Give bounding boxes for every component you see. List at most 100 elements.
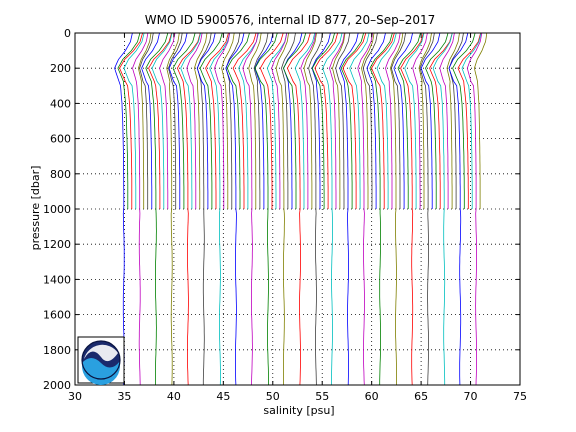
profile-line bbox=[209, 32, 230, 386]
x-tick-labels: 30 35 40 45 50 55 60 65 70 75 bbox=[68, 390, 527, 403]
y-tick-label: 800 bbox=[50, 168, 71, 181]
profile-line bbox=[172, 32, 196, 209]
profile-line bbox=[254, 32, 274, 209]
profile-line bbox=[429, 32, 453, 209]
profile-line bbox=[349, 32, 370, 209]
logo-gull bbox=[84, 344, 118, 362]
profile-line bbox=[400, 32, 424, 386]
profile-line bbox=[151, 32, 173, 209]
profile-line bbox=[418, 32, 432, 209]
profile-line bbox=[180, 32, 201, 209]
profile-line bbox=[196, 32, 216, 209]
profile-line bbox=[322, 32, 343, 386]
profile-line bbox=[232, 32, 257, 209]
x-tick-label: 60 bbox=[365, 390, 379, 403]
profile-line bbox=[226, 32, 250, 209]
profile-line bbox=[271, 32, 288, 209]
profile-line bbox=[199, 32, 223, 209]
x-tick-label: 55 bbox=[315, 390, 329, 403]
y-tick-label: 1400 bbox=[43, 273, 71, 286]
profile-line bbox=[117, 32, 141, 209]
x-tick-label: 35 bbox=[117, 390, 131, 403]
profile-line bbox=[238, 32, 259, 209]
profile-line bbox=[193, 32, 208, 209]
profile-line bbox=[420, 32, 441, 209]
profile-lines bbox=[114, 32, 488, 386]
profile-line bbox=[376, 32, 397, 209]
profile-line bbox=[259, 32, 284, 209]
profile-line bbox=[137, 32, 152, 209]
profile-line bbox=[168, 32, 188, 209]
profile-line bbox=[448, 32, 469, 386]
profile-line bbox=[275, 32, 289, 386]
profile-line bbox=[300, 32, 317, 209]
profile-line bbox=[176, 32, 201, 386]
logo-ring bbox=[81, 340, 121, 380]
profile-line bbox=[452, 32, 476, 209]
profile-line bbox=[419, 32, 435, 386]
profile-line bbox=[225, 32, 245, 386]
y-tick-label: 1000 bbox=[43, 203, 71, 216]
profile-line bbox=[168, 32, 183, 209]
profile-line bbox=[166, 32, 180, 386]
profile-line bbox=[446, 32, 460, 209]
profile-line bbox=[339, 32, 359, 386]
y-tick-label: 2000 bbox=[43, 379, 71, 392]
profile-line bbox=[248, 32, 262, 209]
profile-line bbox=[369, 32, 393, 385]
profile-line bbox=[340, 32, 364, 209]
logo-wave bbox=[81, 358, 120, 386]
profile-line bbox=[397, 32, 421, 209]
x-tick-label: 40 bbox=[167, 390, 181, 403]
profile-line bbox=[225, 32, 241, 209]
profile-line bbox=[145, 32, 169, 385]
profile-line bbox=[404, 32, 425, 209]
chart-title: WMO ID 5900576, internal ID 877, 20–Sep–… bbox=[145, 13, 436, 27]
profile-line bbox=[308, 32, 323, 386]
profile-line bbox=[425, 32, 449, 209]
profile-line bbox=[119, 32, 143, 209]
profile-line bbox=[186, 32, 203, 209]
profile-line bbox=[311, 32, 331, 209]
profile-line bbox=[390, 32, 406, 209]
y-tick-label: 1800 bbox=[43, 344, 71, 357]
x-tick-label: 45 bbox=[216, 390, 230, 403]
x-tick-label: 75 bbox=[513, 390, 527, 403]
y-tick-label: 200 bbox=[50, 62, 71, 75]
profile-line bbox=[412, 32, 428, 209]
noaa-logo bbox=[77, 336, 125, 386]
profile-line bbox=[357, 32, 373, 386]
profile-line bbox=[448, 32, 464, 209]
y-tick-label: 1200 bbox=[43, 238, 71, 251]
profile-line bbox=[335, 32, 351, 209]
x-axis-label: salinity [psu] bbox=[263, 404, 334, 417]
profile-line bbox=[393, 32, 413, 209]
profile-line bbox=[389, 32, 404, 386]
profile-line bbox=[132, 32, 149, 386]
profile-line bbox=[303, 32, 317, 209]
profile-line bbox=[332, 32, 346, 209]
profile-line bbox=[286, 32, 311, 386]
y-tick-label: 1600 bbox=[43, 309, 71, 322]
x-tick-label: 70 bbox=[464, 390, 478, 403]
profile-line bbox=[466, 32, 483, 386]
profile-line bbox=[473, 32, 488, 209]
profile-line bbox=[221, 32, 235, 209]
profile-line bbox=[311, 32, 335, 209]
y-tick-labels: 0 200 400 600 800 1000 1200 1400 1600 1800 2000 bbox=[43, 27, 71, 392]
profile-line bbox=[461, 32, 482, 209]
y-axis-label: pressure [dbar] bbox=[29, 166, 42, 251]
y-tick-label: 600 bbox=[50, 133, 71, 146]
profile-line bbox=[141, 32, 160, 209]
profile-line bbox=[432, 32, 453, 385]
x-tick-label: 65 bbox=[414, 390, 428, 403]
y-tick-label: 400 bbox=[50, 97, 71, 110]
profile-line bbox=[457, 32, 482, 209]
profile-line bbox=[361, 32, 375, 209]
x-tick-label: 50 bbox=[266, 390, 280, 403]
profile-line bbox=[281, 32, 296, 209]
profile-line bbox=[266, 32, 288, 209]
profile-line bbox=[148, 32, 172, 209]
profile-line bbox=[439, 32, 455, 209]
